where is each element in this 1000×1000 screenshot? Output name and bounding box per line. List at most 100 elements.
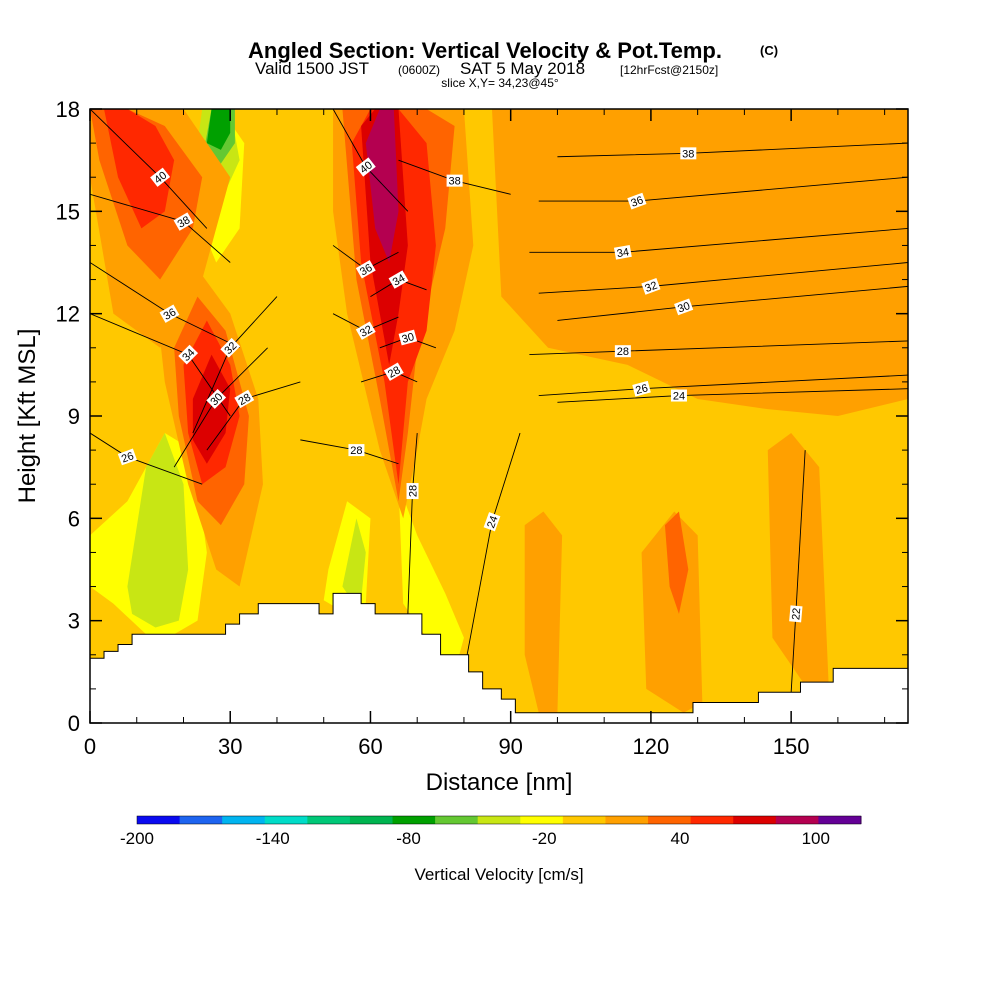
colorbar-tick-label: -20 <box>532 829 557 848</box>
valid-prefix: Valid 1500 JST <box>255 59 369 78</box>
theta-label-22: 28 <box>614 345 631 358</box>
theta-label-text: 32 <box>358 323 375 340</box>
theta-label-text: 28 <box>236 392 253 409</box>
theta-label-8: 40 <box>355 157 376 177</box>
chart-title: Angled Section: Vertical Velocity & Pot.… <box>248 38 722 63</box>
theta-label-6: 28 <box>234 389 255 409</box>
velocity-region-7 <box>342 518 366 601</box>
theta-label-0: 40 <box>150 167 171 187</box>
theta-label-text: 26 <box>634 382 649 397</box>
theta-label-7: 26 <box>117 448 137 466</box>
forecast-label: [12hrFcst@2150z] <box>620 63 718 77</box>
colorbar-swatch <box>605 816 649 824</box>
theta-label-24: 24 <box>670 389 687 403</box>
chart-title-unit: (C) <box>760 43 778 58</box>
velocity-region-1 <box>127 433 189 628</box>
velocity-region-22 <box>524 511 563 713</box>
y-tick-label: 12 <box>56 302 80 327</box>
velocity-region-8 <box>398 484 464 672</box>
theta-label-12: 32 <box>355 321 376 340</box>
velocity-region-21 <box>491 109 908 416</box>
colorbar: -200 -140 -80 -20 40 100 <box>120 815 862 848</box>
velocity-region-11 <box>104 109 175 229</box>
velocity-region-26 <box>828 126 894 399</box>
theta-label-text: 24 <box>673 391 685 403</box>
theta-label-text: 32 <box>643 280 659 295</box>
theta-label-2: 36 <box>159 304 180 323</box>
theta-label-18: 36 <box>627 192 647 210</box>
theta-label-26: 22 <box>789 605 803 623</box>
colorbar-swatch <box>818 816 862 824</box>
theta-label-text: 26 <box>120 450 136 465</box>
y-tick-label: 0 <box>68 711 80 736</box>
theta-label-21: 30 <box>674 298 694 316</box>
colorbar-swatch <box>690 816 734 824</box>
x-tick-label: 120 <box>633 734 670 759</box>
theta-label-text: 38 <box>682 148 694 160</box>
y-tick-label: 9 <box>68 404 80 429</box>
colorbar-tick-label: 40 <box>671 829 690 848</box>
colorbar-tick-label: -140 <box>256 829 290 848</box>
velocity-regions <box>90 109 908 713</box>
colorbar-tick-label: -80 <box>396 829 421 848</box>
theta-label-text: 40 <box>358 159 375 176</box>
colorbar-swatch <box>733 816 777 824</box>
theta-label-13: 30 <box>398 329 418 346</box>
theta-label-text: 24 <box>485 514 500 530</box>
theta-label-text: 36 <box>162 306 179 323</box>
y-tick-label: 3 <box>68 609 80 634</box>
theta-label-text: 36 <box>358 262 375 279</box>
theta-label-20: 32 <box>641 278 661 295</box>
y-tick-label: 6 <box>68 506 80 531</box>
colorbar-swatch <box>648 816 692 824</box>
x-tick-label: 30 <box>218 734 242 759</box>
theta-label-text: 30 <box>676 300 692 315</box>
colorbar-swatch <box>520 816 564 824</box>
colorbar-title: Vertical Velocity [cm/s] <box>414 865 583 884</box>
theta-label-19: 34 <box>613 244 632 260</box>
slice-label: slice X,Y= 34,23@45° <box>441 76 559 90</box>
theta-label-17: 38 <box>680 147 697 160</box>
theta-label-10: 36 <box>355 260 376 279</box>
x-tick-label: 60 <box>358 734 382 759</box>
velocity-region-5 <box>206 109 231 150</box>
theta-label-text: 28 <box>408 485 420 497</box>
x-axis-title: Distance [nm] <box>426 769 573 796</box>
velocity-region-15 <box>192 354 231 464</box>
theta-label-text: 28 <box>386 364 403 381</box>
colorbar-frame <box>136 815 862 825</box>
colorbar-swatch <box>179 816 223 824</box>
valid-date: SAT 5 May 2018 <box>460 59 585 78</box>
theta-label-15: 28 <box>348 444 365 457</box>
valid-utc: (0600Z) <box>398 63 440 77</box>
velocity-region-23 <box>641 511 703 713</box>
x-tick-label: 90 <box>498 734 522 759</box>
velocity-region-24 <box>664 511 689 614</box>
velocity-region-25 <box>767 433 829 693</box>
colorbar-swatch <box>775 816 819 824</box>
theta-label-text: 38 <box>176 214 193 231</box>
theta-label-text: 22 <box>790 607 803 620</box>
theta-label-text: 34 <box>391 272 408 289</box>
y-tick-label: 15 <box>56 199 80 224</box>
colorbar-swatch <box>264 816 308 824</box>
colorbar-swatch <box>222 816 266 824</box>
y-axis-title: Height [Kft MSL] <box>14 329 41 504</box>
colorbar-tick-label: 100 <box>802 829 830 848</box>
x-tick-label: 0 <box>84 734 96 759</box>
theta-label-text: 30 <box>401 331 416 346</box>
velocity-region-20 <box>365 109 399 263</box>
colorbar-swatch <box>392 816 436 824</box>
colorbar-swatch <box>349 816 394 824</box>
colorbar-swatch <box>307 816 351 824</box>
terrain-mask <box>90 592 908 723</box>
theta-label-text: 40 <box>152 170 169 187</box>
theta-label-25: 24 <box>483 512 501 532</box>
theta-label-11: 34 <box>388 270 409 289</box>
theta-label-1: 38 <box>173 212 194 231</box>
colorbar-swatch <box>562 816 606 824</box>
theta-label-text: 36 <box>629 194 645 209</box>
